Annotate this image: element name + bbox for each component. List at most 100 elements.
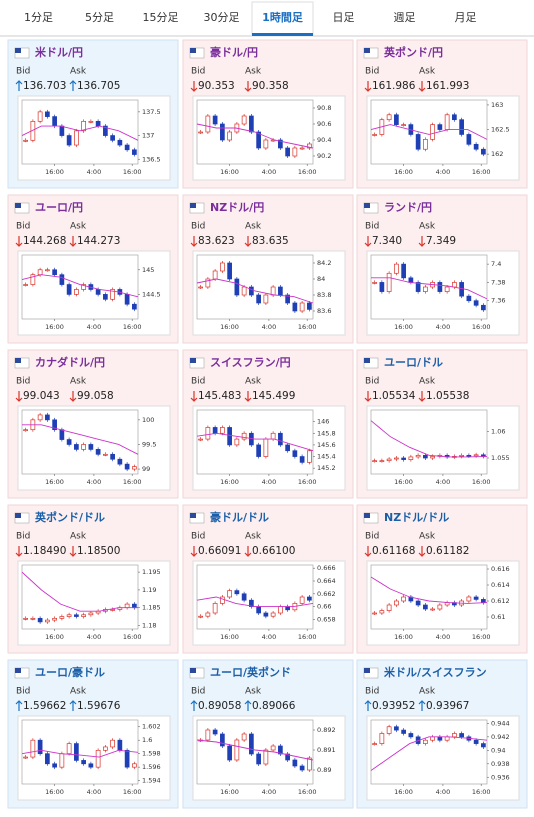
candle (459, 119, 464, 135)
pair-title[interactable]: 豪ドル/ドル (210, 510, 269, 524)
flag-icon-part (190, 203, 196, 208)
candle (81, 120, 86, 132)
candle (88, 612, 94, 616)
candle (263, 294, 269, 304)
candle (423, 286, 428, 292)
x-tick-label: 4:00 (436, 788, 451, 796)
ask-label: Ask (70, 377, 87, 387)
candle (110, 289, 115, 300)
candle (372, 282, 377, 284)
candle (452, 733, 457, 738)
candle (285, 294, 290, 304)
pair-title[interactable]: 英ポンド/ドル (34, 510, 105, 524)
x-tick-label: 16:00 (394, 633, 413, 641)
candle (249, 733, 254, 755)
y-tick-label: 7.38 (491, 278, 505, 286)
candle (372, 612, 377, 615)
y-tick-label: 163 (491, 101, 503, 109)
candle (292, 450, 298, 457)
y-tick-label: 84 (317, 275, 325, 283)
candle (227, 262, 232, 280)
candle (132, 303, 137, 310)
moving-average (370, 420, 488, 458)
tab[interactable]: 月足 (455, 11, 477, 24)
tab[interactable]: 30分足 (204, 11, 240, 24)
tab[interactable]: 1時間足 (262, 10, 304, 24)
y-tick-label: 162 (491, 150, 503, 158)
flag-icon-part (364, 668, 370, 673)
candle (299, 765, 305, 771)
plot-frame (370, 254, 488, 320)
candle (256, 444, 261, 457)
candle (52, 419, 57, 431)
change-arrow (418, 700, 426, 711)
change-arrow (418, 546, 426, 557)
x-tick-label: 4:00 (87, 323, 102, 331)
x-tick-label: 4:00 (262, 788, 277, 796)
y-tick-label: 1.055 (491, 454, 510, 462)
tab[interactable]: 週足 (394, 11, 416, 24)
ask-value: 0.89066 (252, 700, 296, 712)
pair-title[interactable]: ユーロ/ドル (384, 356, 443, 369)
pair-title[interactable]: 米ドル/スイスフラン (383, 665, 487, 679)
pair-title[interactable]: NZドル/ドル (384, 511, 449, 524)
candle (227, 590, 232, 598)
change-arrow (244, 700, 252, 711)
x-tick-label: 4:00 (436, 323, 451, 331)
plot-frame (196, 719, 314, 785)
candle (234, 590, 240, 595)
x-tick-label: 16:00 (220, 478, 239, 486)
tab[interactable]: 15分足 (143, 11, 179, 24)
candle (59, 274, 65, 285)
candle (307, 143, 312, 149)
candle (473, 300, 479, 306)
bid-value: 1.05534 (372, 390, 416, 402)
pair-title[interactable]: NZドル/円 (210, 201, 264, 214)
y-tick-label: 137.5 (142, 108, 161, 116)
bid-value: 1.18490 (23, 545, 66, 557)
candle (423, 454, 428, 459)
candle (408, 733, 414, 738)
pair-title[interactable]: スイスフラン/円 (210, 356, 291, 369)
flag-icon-part (15, 668, 21, 673)
candle (45, 111, 50, 117)
tab[interactable]: 日足 (333, 11, 355, 24)
candle (212, 427, 218, 434)
pair-title[interactable]: ユーロ/円 (35, 201, 83, 214)
pair-title[interactable]: ユーロ/豪ドル (35, 665, 105, 679)
candle (270, 612, 276, 617)
candle (81, 444, 86, 450)
pair-title[interactable]: 米ドル/円 (34, 45, 83, 59)
pair-title[interactable]: ユーロ/英ポンド (210, 665, 291, 679)
tab[interactable]: 5分足 (85, 11, 114, 24)
ask-value: 1.18500 (77, 545, 120, 557)
candle (379, 282, 385, 292)
candle (256, 753, 261, 765)
bid-value: 0.89058 (198, 700, 241, 712)
y-tick-label: 83.6 (317, 307, 331, 315)
moving-average (370, 124, 488, 140)
pair-title[interactable]: カナダドル/円 (35, 355, 105, 369)
pair-title[interactable]: 英ポンド/円 (383, 45, 443, 59)
pair-title[interactable]: ランド/円 (384, 201, 432, 214)
candle (88, 763, 94, 768)
bid-label: Bid (365, 687, 379, 697)
candle (205, 729, 211, 741)
bid-value: 0.66091 (198, 545, 241, 557)
candle (234, 438, 240, 446)
active-tab-underline (252, 33, 313, 36)
candle (23, 139, 28, 142)
candle (45, 753, 50, 765)
candle (59, 616, 65, 619)
candle (45, 269, 50, 272)
candle (473, 596, 479, 600)
moving-average (22, 424, 139, 455)
candle (241, 115, 247, 125)
candle (227, 745, 232, 761)
candle (473, 454, 479, 457)
change-arrow (15, 80, 23, 91)
pair-title[interactable]: 豪ドル/円 (210, 45, 258, 59)
bid-value: 99.043 (23, 390, 60, 402)
tab[interactable]: 1分足 (24, 11, 53, 24)
